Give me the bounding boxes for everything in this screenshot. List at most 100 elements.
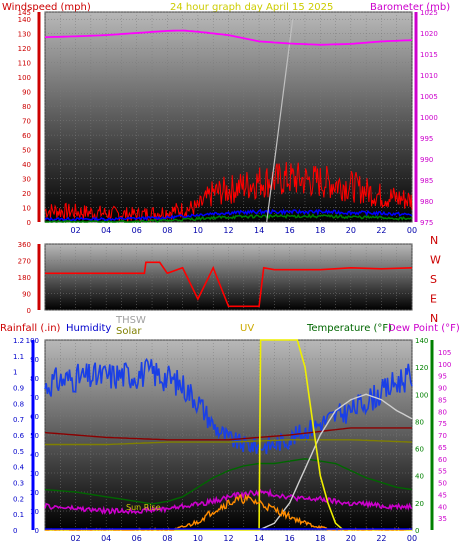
environment-chart: 02 04 06 08 10 12 14 16 18 20 22 000102030405060708… — [13, 337, 451, 543]
env-x-tick-label: 10 — [193, 534, 203, 543]
rainfall-tick-label: 0.2 — [13, 495, 24, 503]
direction-tick-label: 90 — [22, 291, 31, 299]
temperature-tick-label: 95 — [438, 373, 447, 381]
rainfall-tick-label: 0.6 — [13, 432, 25, 440]
env-x-tick-label: 02 — [70, 534, 80, 543]
temperature-line — [44, 458, 413, 505]
wind-x-tick-label: 10 — [193, 226, 203, 235]
windspeed-tick-label: 90 — [22, 89, 31, 97]
windspeed-tick-label: 80 — [22, 103, 31, 111]
temperature-tick-label: 65 — [438, 444, 447, 452]
wind-barometer-chart: 02 04 06 08 10 12 14 16 18 20 22 000102030405060708… — [18, 9, 438, 235]
compass-label: S — [430, 273, 437, 286]
uv-line — [45, 339, 412, 531]
outdoor-temperature-line — [44, 427, 412, 441]
solar-tick-label: 40 — [415, 473, 424, 481]
windspeed-tick-label: 70 — [22, 118, 31, 126]
temperature-tick-label: 35 — [438, 515, 447, 523]
humidity-tick-label: 80 — [30, 375, 39, 383]
humidity-tick-label: 60 — [30, 413, 39, 421]
barometer-line — [44, 29, 413, 46]
direction-tick-label: 270 — [18, 258, 31, 266]
wind-x-tick-label: 12 — [223, 226, 233, 235]
wind-x-tick-label: 14 — [254, 226, 264, 235]
wind-x-tick-label: 20 — [346, 226, 356, 235]
dewpoint-axis-title: Dew Point (°F) — [388, 323, 459, 334]
humidity-tick-label: 20 — [30, 489, 39, 497]
barometer-tick-label: 1000 — [420, 114, 438, 122]
temperature-tick-label: 55 — [438, 468, 447, 476]
compass-label: E — [430, 293, 437, 306]
env-x-tick-label: 06 — [132, 534, 142, 543]
temperature-tick-label: 85 — [438, 396, 447, 404]
wind-x-tick-label: 22 — [376, 226, 386, 235]
rainfall-tick-label: 0 — [13, 527, 17, 535]
windspeed-tick-label: 130 — [18, 31, 31, 39]
uv-label: UV — [240, 323, 254, 334]
wind-low-line — [45, 213, 413, 223]
wind-x-tick-label: 08 — [162, 226, 172, 235]
env-x-tick-label: 16 — [285, 534, 295, 543]
windspeed-tick-label: 140 — [18, 16, 31, 24]
barometer-axis-title: Barometer (mb) — [370, 2, 450, 13]
windspeed-tick-label: 30 — [22, 176, 31, 184]
wind-x-tick-label: 16 — [285, 226, 295, 235]
temperature-axis-title: Temperature (°F) — [306, 323, 392, 334]
chart-title: 24 hour graph day April 15 2025 — [170, 2, 333, 13]
humidity-tick-label: 0 — [35, 527, 39, 535]
rainfall-tick-label: 0.4 — [13, 464, 25, 472]
windspeed-axis-title: Windspeed (mph) — [2, 2, 91, 13]
rainfall-tick-label: 0.9 — [13, 385, 24, 393]
solar-baseline-line — [45, 439, 413, 446]
rainfall-tick-label: 0.8 — [13, 400, 24, 408]
temperature-tick-label: 40 — [438, 503, 447, 511]
env-x-tick-label: 22 — [376, 534, 386, 543]
wind-x-tick-label: 02 — [70, 226, 80, 235]
wind-speed-line — [44, 161, 413, 224]
env-x-tick-label: 12 — [223, 534, 233, 543]
temperature-tick-label: 100 — [438, 361, 451, 369]
temperature-tick-label: 105 — [438, 349, 451, 357]
temperature-tick-label: 90 — [438, 385, 447, 393]
temperature-tick-label: 70 — [438, 432, 447, 440]
temperature-tick-label: 45 — [438, 491, 447, 499]
barometer-tick-label: 995 — [420, 135, 433, 143]
windspeed-tick-label: 100 — [18, 74, 31, 82]
rainfall-tick-label: 1.1 — [13, 353, 24, 361]
windspeed-tick-label: 60 — [22, 132, 31, 140]
rainfall-tick-label: 0.5 — [13, 448, 24, 456]
barometer-tick-label: 1015 — [420, 51, 438, 59]
rainfall-axis-title: Rainfall (.in) — [0, 323, 61, 334]
windspeed-tick-label: 145 — [18, 9, 31, 17]
wind-x-tick-label: 18 — [315, 226, 325, 235]
windspeed-tick-label: 120 — [18, 45, 31, 53]
wind-x-tick-label: 04 — [101, 226, 111, 235]
solar-tick-label: 60 — [415, 446, 424, 454]
windspeed-tick-label: 50 — [22, 147, 31, 155]
temperature-tick-label: 60 — [438, 456, 447, 464]
wind-average-line — [44, 208, 413, 223]
barometer-tick-label: 975 — [420, 219, 433, 227]
wind-direction-line — [45, 261, 413, 308]
humidity-axis-title: Humidity — [66, 323, 111, 334]
rainfall-tick-label: 0.3 — [13, 480, 24, 488]
env-x-tick-label: 00 — [407, 534, 417, 543]
barometer-tick-label: 1010 — [420, 72, 438, 80]
sunrise-label: Sun Rise — [126, 503, 161, 512]
temperature-tick-label: 80 — [438, 408, 447, 416]
solar-tick-label: 100 — [415, 391, 428, 399]
barometer-tick-label: 1005 — [420, 93, 438, 101]
barometer-tick-label: 990 — [420, 156, 433, 164]
thsw-label: THSW — [115, 315, 146, 326]
direction-tick-label: 180 — [18, 274, 31, 282]
solar-label: Solar — [116, 326, 142, 337]
windspeed-tick-label: 20 — [22, 190, 31, 198]
windspeed-tick-label: 10 — [22, 205, 31, 213]
temperature-tick-label: 50 — [438, 480, 447, 488]
rainfall-tick-label: 1 — [13, 369, 17, 377]
windspeed-tick-label: 0 — [27, 219, 31, 227]
barometer-tick-label: 1020 — [420, 30, 438, 38]
